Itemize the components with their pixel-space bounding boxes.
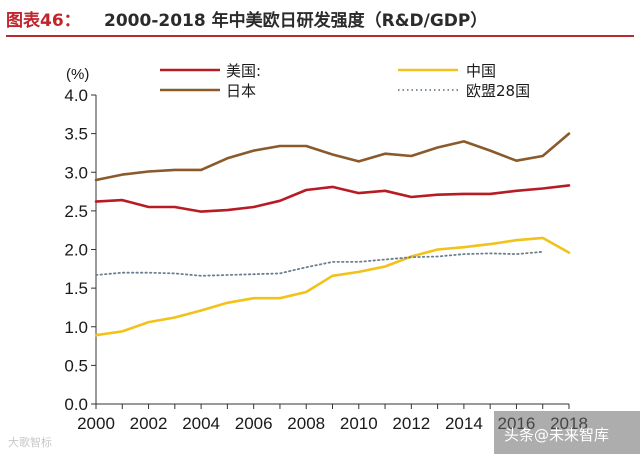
title-divider: [6, 35, 634, 37]
watermark-text: 头条@未来智库: [504, 426, 609, 444]
x-tick-label: 2006: [235, 414, 273, 433]
figure-header: 图表46： 2000-2018 年中美欧日研发强度（R&D/GDP）: [6, 4, 634, 37]
series-line-2: [94, 132, 571, 182]
y-tick-label: 2.5: [64, 202, 88, 221]
y-axis-unit-label: (%): [66, 66, 89, 83]
figure-label: 图表46：: [6, 11, 81, 31]
x-tick-label: 2002: [130, 414, 168, 433]
series-line-3: [95, 250, 544, 277]
x-tick-label: 2004: [182, 414, 220, 433]
legend-label-0: 美国:: [226, 62, 261, 80]
y-tick-label: 0.0: [64, 395, 88, 414]
x-tick-label: 2010: [340, 414, 378, 433]
y-tick-label: 1.0: [64, 318, 88, 337]
x-tick-label: 2008: [287, 414, 325, 433]
legend-label-2: 日本: [226, 82, 256, 100]
y-tick-label: 2.0: [64, 241, 88, 260]
legend-label-1: 中国: [466, 62, 496, 80]
y-tick-label: 3.0: [64, 163, 88, 182]
watermark-left-text: 大歌智标: [8, 435, 52, 449]
x-tick-label: 2014: [445, 414, 483, 433]
legend-label-3: 欧盟28国: [466, 82, 530, 100]
x-tick-label: 2000: [77, 414, 115, 433]
series-line-1: [94, 236, 571, 337]
y-tick-label: 0.5: [64, 356, 88, 375]
chart-axes: 0.0 0.5 1.0 1.5 2.0 2.5 3.0 3.5 4.0 2000 2002 2004 2…: [64, 86, 588, 433]
y-tick-label: 3.5: [64, 125, 88, 144]
watermark: 头条@未来智库 大歌智标: [8, 411, 640, 454]
y-tick-label: 4.0: [64, 86, 88, 105]
series-layer: [94, 132, 571, 337]
series-line-0: [94, 184, 571, 213]
watermark-backdrop: [494, 411, 640, 454]
x-tick-label: 2012: [392, 414, 430, 433]
y-tick-label: 1.5: [64, 279, 88, 298]
figure-title: 2000-2018 年中美欧日研发强度（R&D/GDP）: [104, 11, 488, 31]
